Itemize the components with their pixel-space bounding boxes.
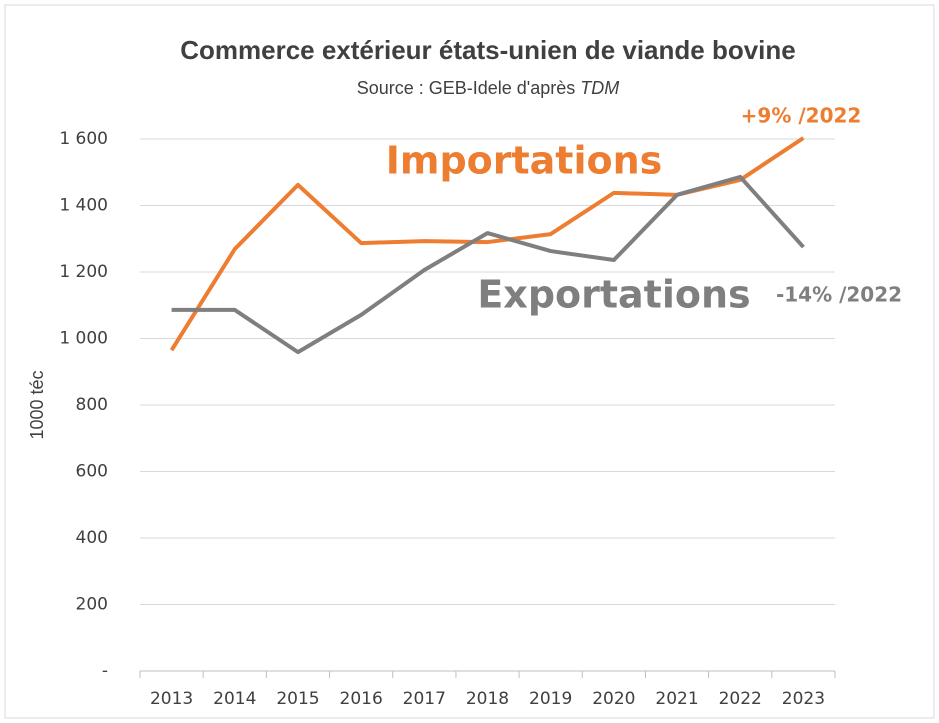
series-label: Importations	[386, 139, 663, 183]
series-label: Exportations	[477, 273, 750, 317]
subtitle-source: TDM	[580, 78, 619, 98]
y-tick-label: 800	[76, 395, 108, 415]
annotation: +9% /2022	[741, 104, 862, 128]
y-tick-label: 1 000	[59, 329, 108, 349]
x-tick-label: 2018	[466, 689, 509, 709]
y-axis-label: 1000 téc	[27, 370, 47, 439]
x-tick-label: 2017	[403, 689, 446, 709]
subtitle-text: Source : GEB-Idele d'après	[357, 78, 576, 98]
x-tick-label: 2013	[150, 689, 193, 709]
x-tick-label: 2019	[529, 689, 572, 709]
y-tick-label: 1 200	[59, 262, 108, 282]
x-tick-label: 2015	[276, 689, 319, 709]
x-tick-label: 2021	[655, 689, 698, 709]
annotation: -14% /2022	[776, 283, 902, 307]
y-tick-label: 400	[76, 528, 108, 548]
x-tick-label: 2016	[340, 689, 383, 709]
y-tick-label: 600	[76, 462, 108, 482]
x-tick-label: 2020	[592, 689, 635, 709]
y-tick-label: 200	[76, 595, 108, 615]
y-tick-label: 1 400	[59, 196, 108, 216]
y-tick-label: -	[102, 661, 108, 681]
data-line	[171, 174, 805, 355]
x-tick-label: 2022	[719, 689, 762, 709]
chart-title: Commerce extérieur états-unien de viande…	[180, 35, 796, 65]
x-tick-label: 2023	[782, 689, 825, 709]
chart-subtitle: Source : GEB-Idele d'après TDM	[357, 78, 620, 98]
y-tick-label: 1 600	[59, 129, 108, 149]
x-tick-label: 2014	[213, 689, 256, 709]
chart-border	[4, 4, 935, 719]
